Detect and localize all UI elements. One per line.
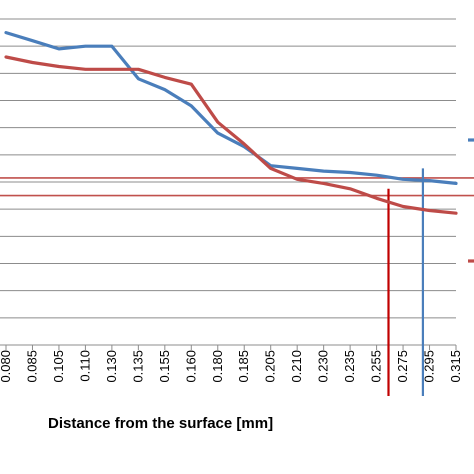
legend: [468, 138, 474, 263]
x-tick-label: 0.295: [422, 350, 437, 383]
x-tick-label: 0.080: [0, 350, 13, 383]
x-tick-label: 0.210: [289, 350, 304, 383]
x-tick-label: 0.110: [77, 350, 92, 382]
x-tick-label: 0.185: [236, 350, 251, 383]
x-tick-label: 0.160: [183, 350, 198, 383]
x-tick-label: 0.235: [342, 350, 357, 383]
x-tick-label: 0.275: [395, 350, 410, 383]
series-line-1: [4, 30, 458, 185]
x-tick-labels: 0.080 0.085 0.105 0.110 0.130 0.135 0.155 0.160…: [0, 350, 463, 383]
x-tick-label: 0.180: [210, 350, 225, 383]
x-axis-title: Distance from the surface [mm]: [48, 415, 273, 432]
series-line-2: [4, 55, 458, 215]
x-tick-label: 0.315: [448, 350, 463, 383]
x-tick-label: 0.155: [157, 350, 172, 383]
x-tick-label: 0.085: [24, 350, 39, 383]
x-tick-label: 0.255: [369, 350, 384, 383]
x-tick-label: 0.230: [316, 350, 331, 383]
x-tick-label: 0.105: [51, 350, 66, 383]
x-tick-label: 0.205: [263, 350, 278, 383]
series-lines: [4, 30, 458, 215]
x-tick-label: 0.135: [130, 350, 145, 383]
axes: [0, 344, 457, 350]
x-tick-label: 0.130: [104, 350, 119, 383]
